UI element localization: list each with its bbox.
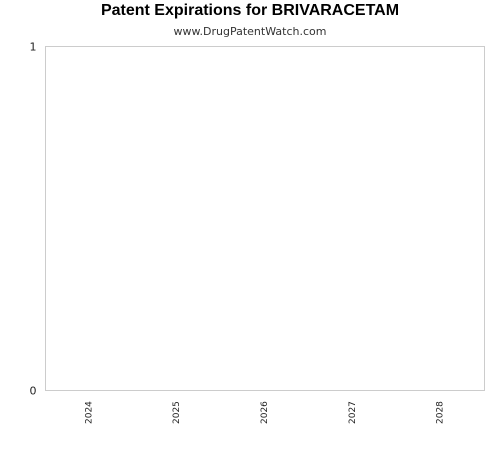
x-tick-label: 2025 <box>172 401 182 424</box>
x-tick-label: 2024 <box>84 401 94 424</box>
x-tick-label: 2028 <box>436 401 446 424</box>
y-tick-label: 1 <box>30 41 37 54</box>
chart-subtitle: www.DrugPatentWatch.com <box>173 25 327 38</box>
plot-area <box>45 46 485 391</box>
x-tick-label: 2026 <box>260 401 270 424</box>
chart-title: Patent Expirations for BRIVARACETAM <box>100 2 400 19</box>
y-axis: 01 <box>30 41 37 398</box>
x-axis: 2024 2025 2026 2027 2028 <box>84 401 445 424</box>
x-tick-label: 2027 <box>348 401 358 424</box>
y-tick-label: 0 <box>30 385 37 398</box>
